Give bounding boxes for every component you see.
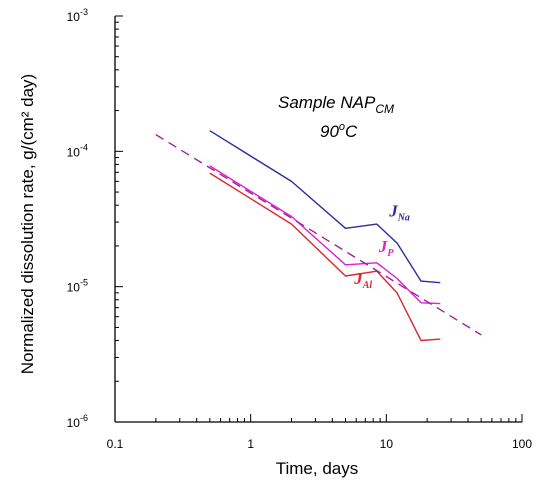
x-tick-label: 1 <box>247 437 254 451</box>
y-tick-label: 10-6 <box>67 413 88 430</box>
axes: 0.1 1 10 100 10-6 10-5 10-4 10-3 <box>67 7 533 451</box>
series-line-p <box>209 165 441 305</box>
x-axis-label: Time, days <box>276 459 359 478</box>
sample-annotation-main: Sample NAP <box>278 93 376 112</box>
x-tick-label: 10 <box>380 437 394 451</box>
series-label-na: JNa <box>388 201 410 223</box>
y-tick-label: 10-3 <box>67 7 88 24</box>
temperature-unit: C <box>345 122 358 141</box>
trend-line <box>155 134 482 336</box>
temperature-annotation: 90oC <box>320 121 358 141</box>
series-line-na <box>209 130 441 284</box>
x-tick-label: 0.1 <box>107 437 124 451</box>
y-tick-label: 10-4 <box>67 142 88 159</box>
temperature-degree: o <box>339 121 345 133</box>
sample-annotation: Sample NAPCM <box>278 93 394 116</box>
labels-group: JNa JP JAl <box>353 201 410 290</box>
y-axis-label: Normalized dissolution rate, g/(cm² day) <box>18 74 37 374</box>
sample-annotation-sub: CM <box>375 102 394 116</box>
series-label-al: JAl <box>353 269 372 291</box>
series-group <box>155 130 482 342</box>
temperature-value: 90 <box>320 122 339 141</box>
x-tick-label: 100 <box>512 437 532 451</box>
series-label-p: JP <box>378 237 395 259</box>
y-tick-label: 10-5 <box>67 278 88 295</box>
